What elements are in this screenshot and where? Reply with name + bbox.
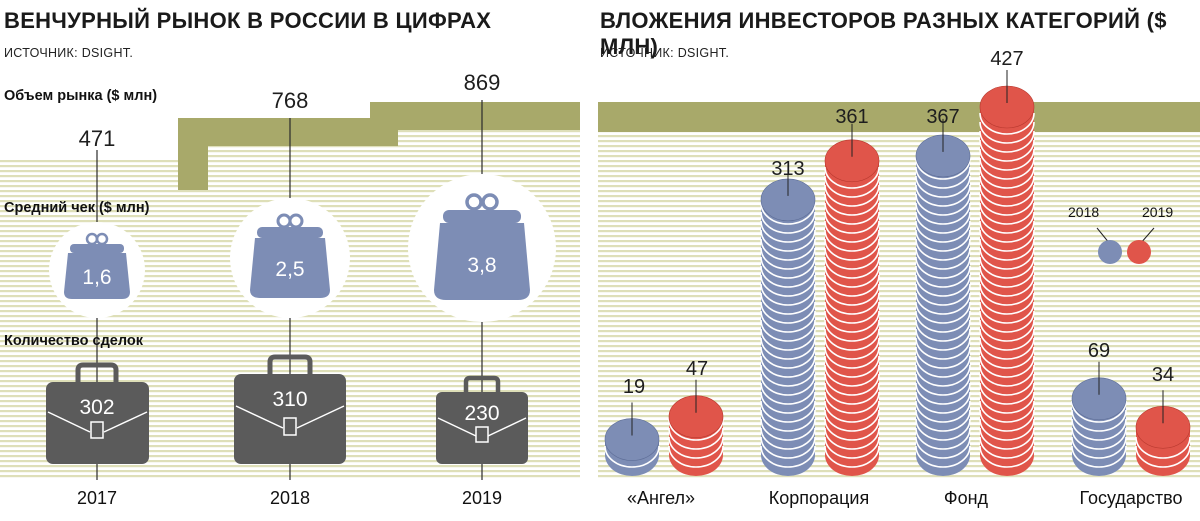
briefcase-icons — [46, 354, 528, 464]
deals-label: Количество сделок — [4, 333, 144, 349]
market-volume-2018: 768 — [271, 88, 309, 113]
category-corporation: Корпорация — [768, 488, 870, 508]
legend-2018-swatch — [1098, 240, 1122, 264]
purse-icon-2017 — [64, 232, 130, 299]
market-volume-2017: 471 — [78, 126, 116, 151]
year-2019: 2019 — [461, 488, 503, 508]
coin-stack-fund-2019 — [979, 85, 1035, 476]
purse-icon-2019 — [434, 193, 530, 300]
briefcase-icon-2017 — [46, 362, 149, 464]
coin-stack-angel-2018 — [604, 418, 660, 476]
value-corp-2019: 361 — [835, 106, 869, 128]
left-title: ВЕНЧУРНЫЙ РЫНОК В РОССИИ В ЦИФРАХ — [4, 8, 492, 33]
value-angel-2019: 47 — [685, 358, 709, 380]
avg-check-2019: 3,8 — [467, 254, 497, 277]
legend-2019-label: 2019 — [1142, 204, 1174, 220]
deals-2017: 302 — [79, 396, 115, 419]
category-fund: Фонд — [943, 488, 989, 508]
value-gov-2018: 69 — [1087, 340, 1111, 362]
coin-stack-corp-2019 — [824, 139, 880, 476]
year-2018: 2018 — [269, 488, 311, 508]
value-leaders — [631, 70, 1164, 436]
value-corp-2018: 313 — [771, 158, 805, 180]
avg-check-2018: 2,5 — [275, 258, 305, 281]
coin-stack-fund-2018 — [915, 134, 971, 476]
value-angel-2018: 19 — [622, 376, 646, 398]
avg-check-label: Средний чек ($ млн) — [4, 200, 150, 216]
left-source: ИСТОЧНИК: DSIGHT. — [4, 46, 134, 60]
category-government: Государство — [1079, 488, 1183, 508]
right-source: ИСТОЧНИК: DSIGHT. — [600, 46, 730, 60]
deals-2018: 310 — [272, 388, 308, 411]
value-gov-2019: 34 — [1151, 364, 1175, 386]
legend — [1096, 227, 1155, 264]
deals-2019: 230 — [464, 402, 500, 425]
coin-stack-gov-2018 — [1071, 377, 1127, 476]
coin-stack-gov-2019 — [1135, 405, 1191, 476]
briefcase-icon-2019 — [436, 375, 528, 464]
legend-2019-swatch — [1127, 240, 1151, 264]
avg-check-2017: 1,6 — [82, 266, 112, 289]
purse-icon-2018 — [250, 213, 330, 298]
coin-stack-angel-2019 — [668, 395, 724, 476]
right-title: ВЛОЖЕНИЯ ИНВЕСТОРОВ РАЗНЫХ КАТЕГОРИЙ ($ … — [600, 8, 1167, 59]
purse-icons — [49, 174, 556, 322]
year-2017: 2017 — [76, 488, 118, 508]
value-fund-2018: 367 — [926, 106, 960, 128]
value-fund-2019: 427 — [990, 48, 1024, 70]
legend-2018-label: 2018 — [1068, 204, 1100, 220]
briefcase-icon-2018 — [234, 354, 346, 464]
market-volume-label: Объем рынка ($ млн) — [4, 88, 158, 104]
market-volume-2019: 869 — [463, 70, 501, 95]
category-angel: «Ангел» — [626, 488, 696, 508]
coin-stack-corp-2018 — [760, 178, 816, 476]
